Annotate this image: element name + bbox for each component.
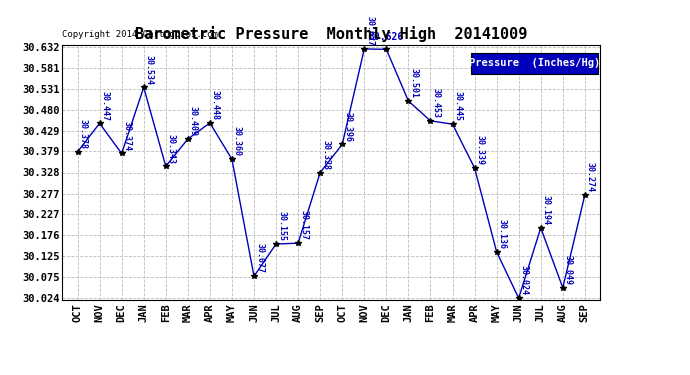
Text: 30.194: 30.194 (542, 195, 551, 225)
Text: 30.448: 30.448 (211, 90, 220, 120)
Text: 30.077: 30.077 (255, 243, 264, 273)
Text: 30.627: 30.627 (365, 16, 375, 46)
Text: 30.343: 30.343 (167, 134, 176, 164)
Text: 30.274: 30.274 (586, 162, 595, 192)
Text: 30.136: 30.136 (497, 219, 506, 249)
Text: 30.396: 30.396 (344, 112, 353, 142)
FancyBboxPatch shape (471, 53, 598, 74)
Text: 30.155: 30.155 (277, 211, 286, 241)
Text: Copyright 2014 Cartogbios.com: Copyright 2014 Cartogbios.com (62, 30, 218, 39)
Text: 30.378: 30.378 (79, 119, 88, 149)
Text: 30.374: 30.374 (123, 121, 132, 151)
Text: 30.447: 30.447 (101, 90, 110, 120)
Text: 30.157: 30.157 (299, 210, 308, 240)
Text: 30.626: 30.626 (368, 32, 404, 42)
Text: 30.501: 30.501 (409, 68, 418, 98)
Text: 30.409: 30.409 (189, 106, 198, 136)
Text: 30.328: 30.328 (322, 140, 331, 170)
Text: Pressure  (Inches/Hg): Pressure (Inches/Hg) (469, 58, 600, 68)
Text: 30.360: 30.360 (233, 126, 242, 156)
Title: Barometric Pressure  Monthly High  20141009: Barometric Pressure Monthly High 2014100… (135, 27, 527, 42)
Text: 30.024: 30.024 (520, 266, 529, 296)
Text: 30.453: 30.453 (431, 88, 440, 118)
Text: 30.339: 30.339 (475, 135, 484, 165)
Text: 30.049: 30.049 (564, 255, 573, 285)
Text: 30.445: 30.445 (453, 92, 462, 122)
Text: 30.534: 30.534 (145, 55, 154, 85)
